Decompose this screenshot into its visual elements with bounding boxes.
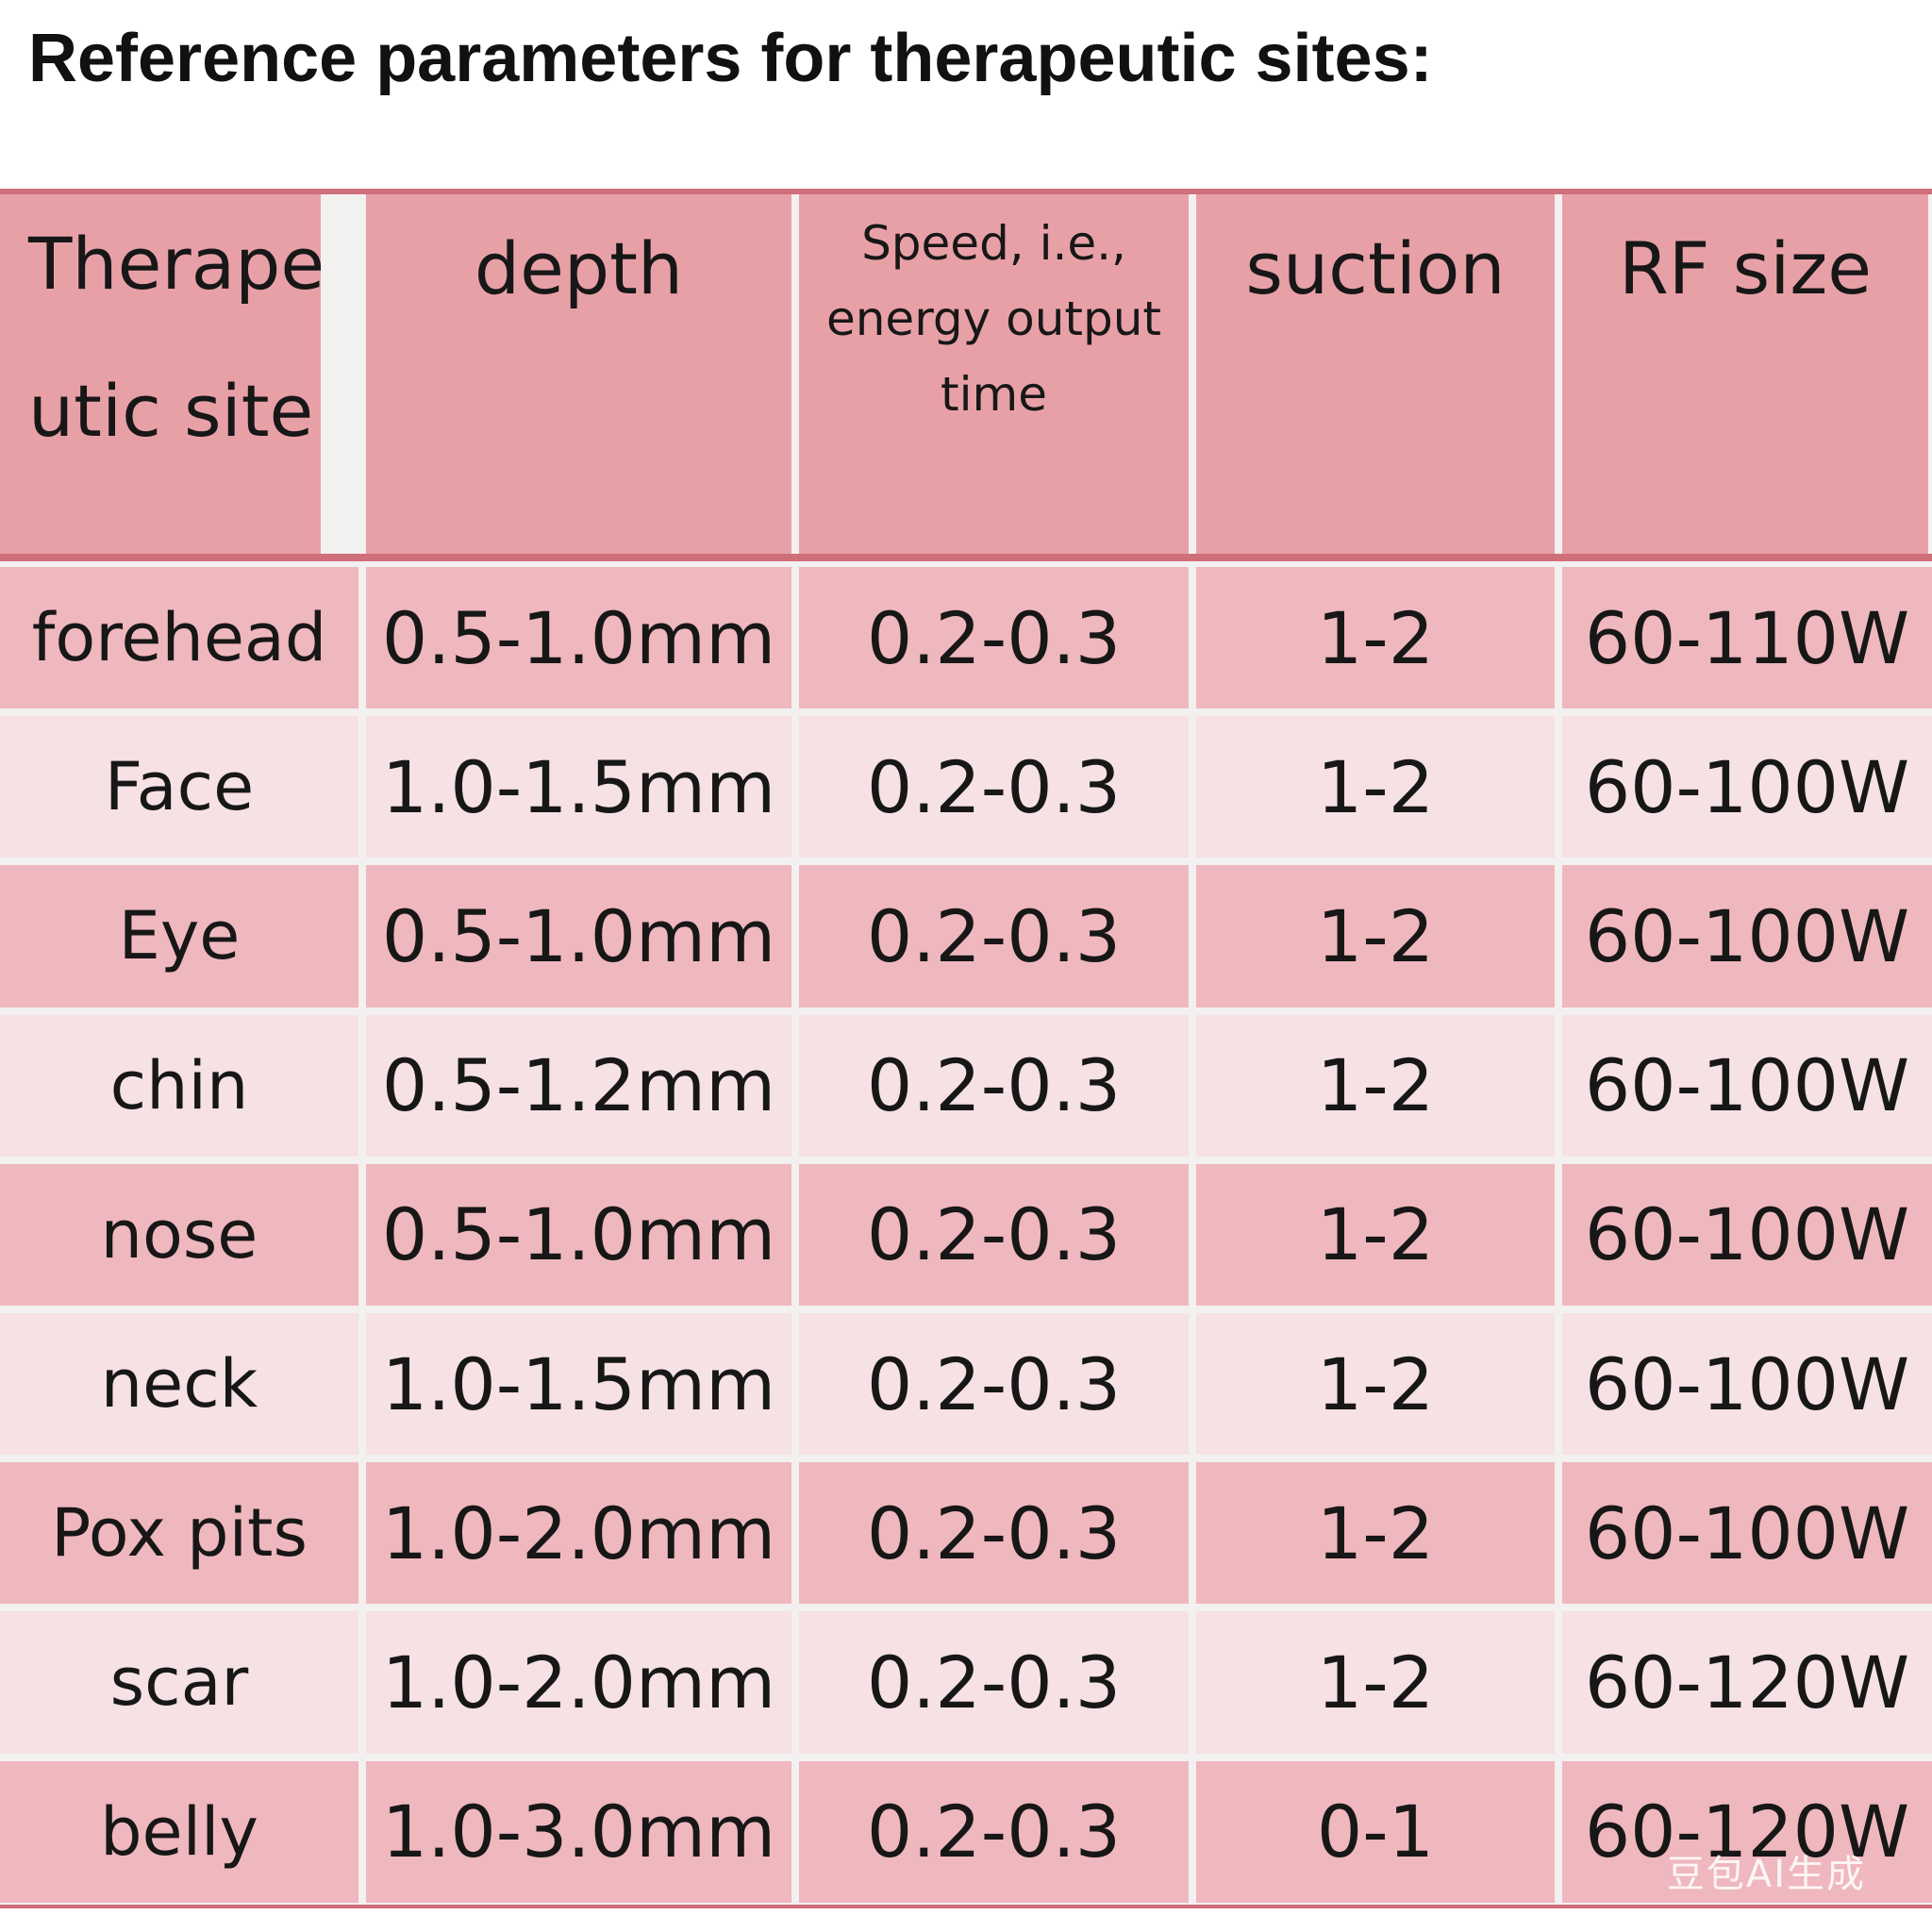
cell-rf-size: 60-110W (1562, 567, 1932, 709)
cell-site: nose (0, 1163, 358, 1306)
cell-site: scar (0, 1611, 358, 1754)
header-speed: Speed, i.e., energy output time (799, 191, 1189, 556)
cell-speed: 0.2-0.3 (799, 1760, 1189, 1903)
header-top-rule (0, 189, 1932, 194)
cell-suction: 1-2 (1196, 1014, 1555, 1157)
cell-site: Face (0, 716, 358, 858)
cell-rf-size: 60-100W (1562, 716, 1932, 858)
cell-speed: 0.2-0.3 (799, 1611, 1189, 1754)
cell-suction: 0-1 (1196, 1760, 1555, 1903)
cell-rf-size: 60-100W (1562, 1163, 1932, 1306)
cell-speed: 0.2-0.3 (799, 1462, 1189, 1605)
cell-rf-size: 60-100W (1562, 1462, 1932, 1605)
cell-suction: 1-2 (1196, 865, 1555, 1008)
header-bottom-rule (0, 554, 1932, 561)
cell-site: neck (0, 1313, 358, 1456)
cell-speed: 0.2-0.3 (799, 865, 1189, 1008)
cell-site: forehead (0, 567, 358, 709)
cell-suction: 1-2 (1196, 1462, 1555, 1605)
cell-site: Eye (0, 865, 358, 1008)
cell-suction: 1-2 (1196, 567, 1555, 709)
cell-rf-size: 60-120W (1562, 1611, 1932, 1754)
cell-rf-size: 60-100W (1562, 1014, 1932, 1157)
cell-speed: 0.2-0.3 (799, 1014, 1189, 1157)
page-title: Reference parameters for therapeutic sit… (28, 21, 1433, 96)
table-bottom-rule (0, 1904, 1932, 1908)
cell-suction: 1-2 (1196, 716, 1555, 858)
cell-depth: 1.0-2.0mm (366, 1611, 791, 1754)
header-rf-size: RF size (1562, 191, 1928, 556)
cell-rf-size: 60-120W (1562, 1760, 1932, 1903)
cell-depth: 1.0-1.5mm (366, 716, 791, 858)
cell-suction: 1-2 (1196, 1611, 1555, 1754)
header-site: Therape utic site (0, 191, 321, 556)
cell-depth: 0.5-1.0mm (366, 1163, 791, 1306)
cell-rf-size: 60-100W (1562, 865, 1932, 1008)
cell-suction: 1-2 (1196, 1313, 1555, 1456)
cell-depth: 0.5-1.2mm (366, 1014, 791, 1157)
cell-suction: 1-2 (1196, 1163, 1555, 1306)
header-depth: depth (366, 191, 791, 556)
cell-speed: 0.2-0.3 (799, 716, 1189, 858)
cell-depth: 0.5-1.0mm (366, 567, 791, 709)
cell-depth: 0.5-1.0mm (366, 865, 791, 1008)
cell-depth: 1.0-3.0mm (366, 1760, 791, 1903)
cell-speed: 0.2-0.3 (799, 567, 1189, 709)
cell-site: Pox pits (0, 1462, 358, 1605)
cell-rf-size: 60-100W (1562, 1313, 1932, 1456)
cell-site: chin (0, 1014, 358, 1157)
header-suction: suction (1196, 191, 1555, 556)
cell-speed: 0.2-0.3 (799, 1163, 1189, 1306)
parameter-table: Therape utic site depth Speed, i.e., energ… (0, 189, 1932, 1908)
cell-site: belly (0, 1760, 358, 1903)
cell-depth: 1.0-1.5mm (366, 1313, 791, 1456)
watermark-text: 豆包AI生成 (1666, 1853, 1866, 1896)
cell-depth: 1.0-2.0mm (366, 1462, 791, 1605)
cell-speed: 0.2-0.3 (799, 1313, 1189, 1456)
